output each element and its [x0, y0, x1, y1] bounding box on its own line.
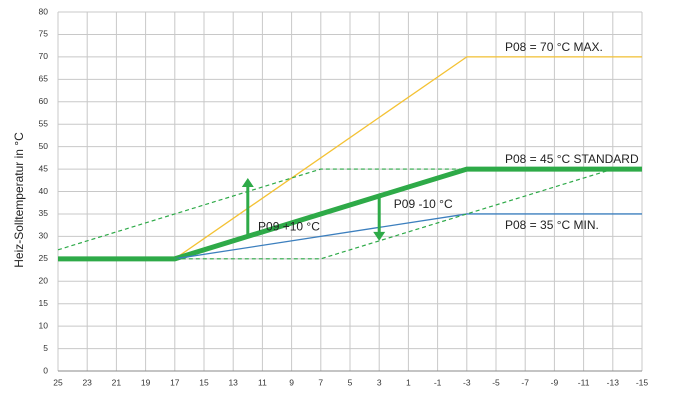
y-tick-label: 10: [39, 320, 49, 330]
x-tick-label: 25: [53, 377, 63, 387]
y-tick-label: 45: [39, 163, 49, 173]
x-tick-label: -3: [463, 377, 471, 387]
arrow-head: [241, 178, 254, 188]
y-tick-label: 35: [39, 208, 49, 218]
x-tick-label: 1: [406, 377, 411, 387]
x-tick-label: 11: [258, 377, 267, 387]
y-tick-label: 55: [39, 118, 49, 128]
x-tick-label: -9: [551, 377, 559, 387]
y-tick-label: 15: [39, 298, 49, 308]
x-tick-label: 17: [170, 377, 180, 387]
y-tick-label: 40: [39, 186, 49, 196]
x-tick-label: -5: [492, 377, 500, 387]
annotation: P09 +10 °C: [258, 220, 320, 234]
series-line: [58, 166, 642, 262]
series-label: P08 = 70 °C MAX.: [505, 40, 603, 54]
x-tick-label: 9: [289, 377, 294, 387]
y-tick-label: 0: [43, 365, 48, 375]
y-tick-label: 25: [39, 253, 49, 263]
annotation: P09 -10 °C: [394, 197, 453, 211]
series-label: P08 = 35 °C MIN.: [505, 218, 599, 232]
y-tick-label: 80: [39, 6, 49, 16]
y-tick-label: 50: [39, 141, 49, 151]
series-line: [174, 56, 642, 260]
x-tick-label: 5: [348, 377, 353, 387]
x-tick-label: -13: [607, 377, 620, 387]
x-tick-label: -7: [521, 377, 529, 387]
x-tick-label: -15: [636, 377, 649, 387]
x-tick-label: 7: [318, 377, 323, 387]
y-axis-label: Heiz-Solltemperatur in °C: [12, 132, 26, 268]
y-tick-label: 65: [39, 74, 49, 84]
arrow-head: [373, 231, 386, 241]
x-tick-label: -11: [578, 377, 590, 387]
y-tick-label: 75: [39, 29, 49, 39]
x-tick-label: 15: [199, 377, 209, 387]
series-label: P08 = 45 °C STANDARD: [505, 152, 639, 166]
offset-line: [57, 168, 467, 251]
y-tick-label: 20: [39, 276, 49, 286]
x-tick-label: 13: [228, 377, 238, 387]
y-tick-label: 60: [39, 96, 49, 106]
x-tick-label: 21: [112, 377, 122, 387]
x-tick-label: 19: [141, 377, 151, 387]
y-tick-label: 30: [39, 231, 49, 241]
series-line: [174, 213, 642, 260]
x-tick-label: 23: [82, 377, 92, 387]
x-tick-label: -1: [434, 377, 442, 387]
x-tick-label: 3: [377, 377, 382, 387]
y-tick-label: 70: [39, 51, 49, 61]
y-tick-label: 5: [43, 343, 48, 353]
